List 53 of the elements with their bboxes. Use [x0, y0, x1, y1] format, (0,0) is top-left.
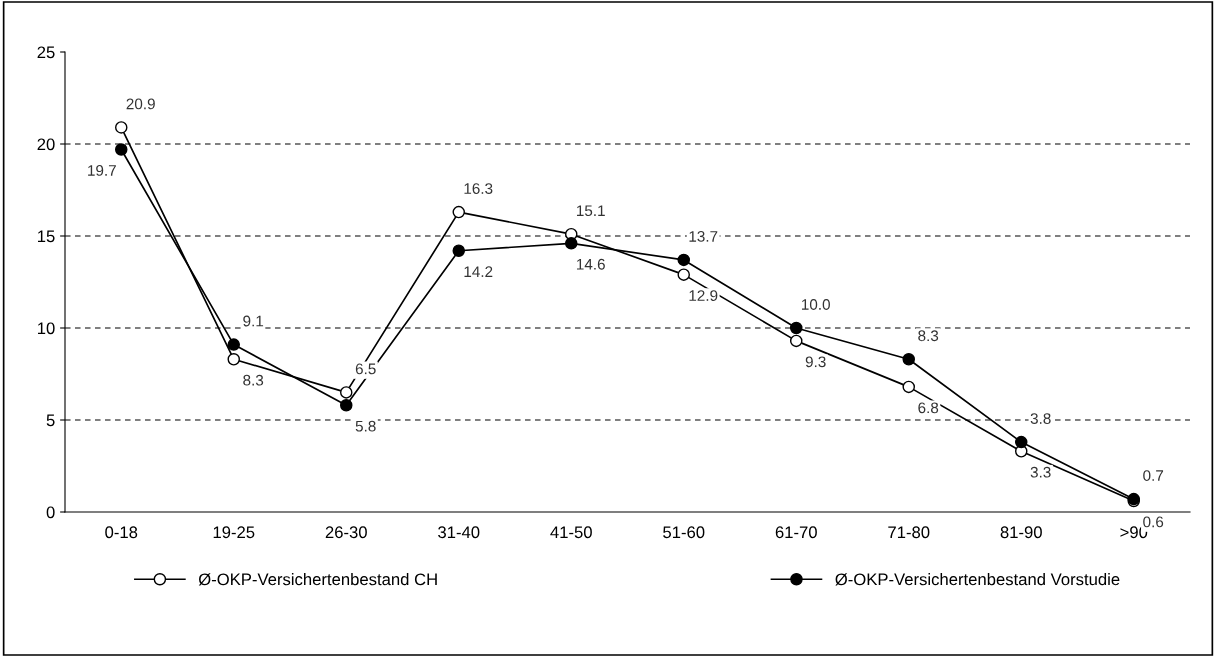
point [339, 386, 353, 399]
point [452, 244, 466, 257]
x-tick-label: 61-70 [775, 526, 817, 539]
point [227, 338, 241, 351]
y-tick-label: 0 [46, 506, 55, 519]
data-label: 19.7 [88, 165, 116, 176]
data-label: 6.8 [918, 402, 939, 414]
data-label: 3.8 [1030, 413, 1051, 424]
x-tick-label: 51-60 [663, 526, 705, 539]
y-tick-label: 20 [37, 138, 55, 151]
data-label: 0.6 [1143, 516, 1164, 528]
y-tick-label: 25 [37, 46, 55, 59]
x-tick-label: 0-18 [105, 526, 138, 539]
legend-label: Ø-OKP-Versichertenbestand Vorstudie [835, 573, 1120, 586]
data-label: 13.7 [689, 230, 718, 242]
legend-label: Ø-OKP-Versichertenbestand CH [198, 573, 437, 586]
x-tick-label: 19-25 [213, 526, 255, 539]
data-label: 14.2 [464, 266, 493, 277]
data-label: 8.3 [918, 330, 939, 342]
data-label: 12.9 [689, 290, 718, 301]
point [564, 237, 578, 250]
data-label: 15.1 [576, 205, 605, 217]
data-label: 16.3 [464, 183, 493, 194]
data-label: 6.5 [355, 363, 376, 375]
point [114, 121, 128, 134]
point [339, 399, 353, 412]
data-label: 5.8 [355, 420, 376, 432]
point [789, 334, 803, 348]
data-label: 14.6 [576, 258, 605, 270]
x-tick-label: 31-40 [438, 526, 480, 539]
point [902, 353, 916, 366]
y-tick-label: 10 [38, 322, 55, 335]
x-tick-label: 71-80 [888, 526, 930, 539]
point [902, 380, 916, 394]
point [227, 353, 241, 366]
y-tick-label: 5 [46, 414, 55, 427]
point [114, 143, 128, 156]
x-tick-label: 26-30 [325, 526, 367, 539]
point [677, 253, 691, 267]
point [452, 205, 466, 219]
data-label: 10.0 [801, 299, 830, 310]
data-label: 20.9 [126, 98, 155, 110]
data-label: 0.7 [1143, 470, 1164, 481]
data-label: 8.3 [243, 374, 264, 386]
data-label: 9.1 [243, 315, 264, 327]
point [789, 321, 803, 335]
x-tick-label: 81-90 [1000, 526, 1042, 539]
data-label: 3.3 [1030, 466, 1051, 478]
data-label: 9.3 [805, 356, 826, 368]
point [1014, 435, 1028, 449]
y-tick-label: 15 [38, 230, 55, 243]
point [677, 268, 691, 281]
x-tick-label: 41-50 [550, 526, 592, 539]
